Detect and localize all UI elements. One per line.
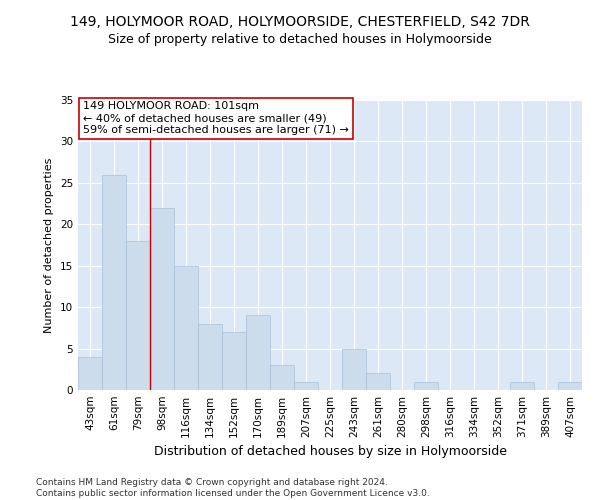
Bar: [342, 348, 366, 390]
Bar: [78, 357, 102, 390]
Bar: [246, 316, 270, 390]
Text: Size of property relative to detached houses in Holymoorside: Size of property relative to detached ho…: [108, 32, 492, 46]
Bar: [558, 382, 582, 390]
Bar: [510, 382, 534, 390]
Bar: [150, 208, 174, 390]
Y-axis label: Number of detached properties: Number of detached properties: [44, 158, 55, 332]
X-axis label: Distribution of detached houses by size in Holymoorside: Distribution of detached houses by size …: [154, 446, 506, 458]
Bar: [198, 324, 222, 390]
Text: 149 HOLYMOOR ROAD: 101sqm
← 40% of detached houses are smaller (49)
59% of semi-: 149 HOLYMOOR ROAD: 101sqm ← 40% of detac…: [83, 102, 349, 134]
Bar: [294, 382, 318, 390]
Bar: [102, 174, 126, 390]
Bar: [366, 374, 390, 390]
Bar: [222, 332, 246, 390]
Bar: [126, 241, 150, 390]
Text: 149, HOLYMOOR ROAD, HOLYMOORSIDE, CHESTERFIELD, S42 7DR: 149, HOLYMOOR ROAD, HOLYMOORSIDE, CHESTE…: [70, 15, 530, 29]
Text: Contains HM Land Registry data © Crown copyright and database right 2024.
Contai: Contains HM Land Registry data © Crown c…: [36, 478, 430, 498]
Bar: [174, 266, 198, 390]
Bar: [270, 365, 294, 390]
Bar: [414, 382, 438, 390]
